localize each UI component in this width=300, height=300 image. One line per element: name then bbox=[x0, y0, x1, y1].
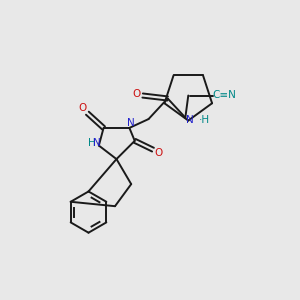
Text: O: O bbox=[155, 148, 163, 158]
Text: N: N bbox=[127, 118, 134, 128]
Text: H: H bbox=[88, 138, 96, 148]
Text: N: N bbox=[186, 115, 194, 125]
Text: C≡N: C≡N bbox=[213, 90, 236, 100]
Text: O: O bbox=[78, 103, 86, 113]
Text: N: N bbox=[94, 138, 101, 148]
Text: O: O bbox=[132, 89, 140, 99]
Text: ·H: ·H bbox=[199, 115, 210, 125]
